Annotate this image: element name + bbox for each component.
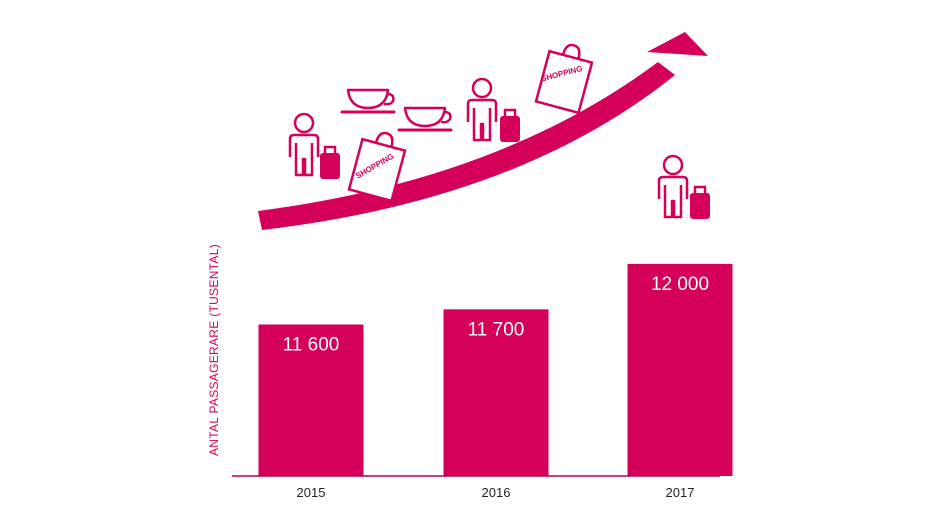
growth-arrow-icon (258, 32, 708, 230)
suitcase-icon (318, 145, 342, 181)
value-label-2015: 11 600 (283, 334, 340, 355)
shopping-bag-icon: SHOPPING (534, 38, 597, 115)
coffee-cup-icon (397, 106, 453, 132)
person-icon (657, 154, 689, 219)
bar-2015 (258, 324, 364, 476)
x-tick-labels: 2015 2016 2017 (297, 485, 695, 500)
x-tick-2016: 2016 (482, 485, 511, 500)
shopping-bag-icon: SHOPPING (347, 126, 410, 203)
bar-2017 (627, 263, 733, 476)
suitcase-icon (688, 185, 712, 221)
bar-2016 (443, 309, 549, 476)
suitcase-icon (498, 108, 522, 144)
x-tick-2015: 2015 (297, 485, 326, 500)
coffee-cup-icon (340, 88, 396, 114)
value-labels: 11 600 11 700 12 000 (283, 274, 709, 356)
y-axis-title: ANTAL PASSAGERARE (TUSENTAL) (207, 244, 221, 456)
person-icon (288, 112, 320, 177)
bars (258, 263, 733, 476)
value-label-2017: 12 000 (651, 274, 709, 295)
person-icon (466, 77, 498, 142)
value-label-2016: 11 700 (468, 319, 525, 340)
x-tick-2017: 2017 (666, 485, 695, 500)
